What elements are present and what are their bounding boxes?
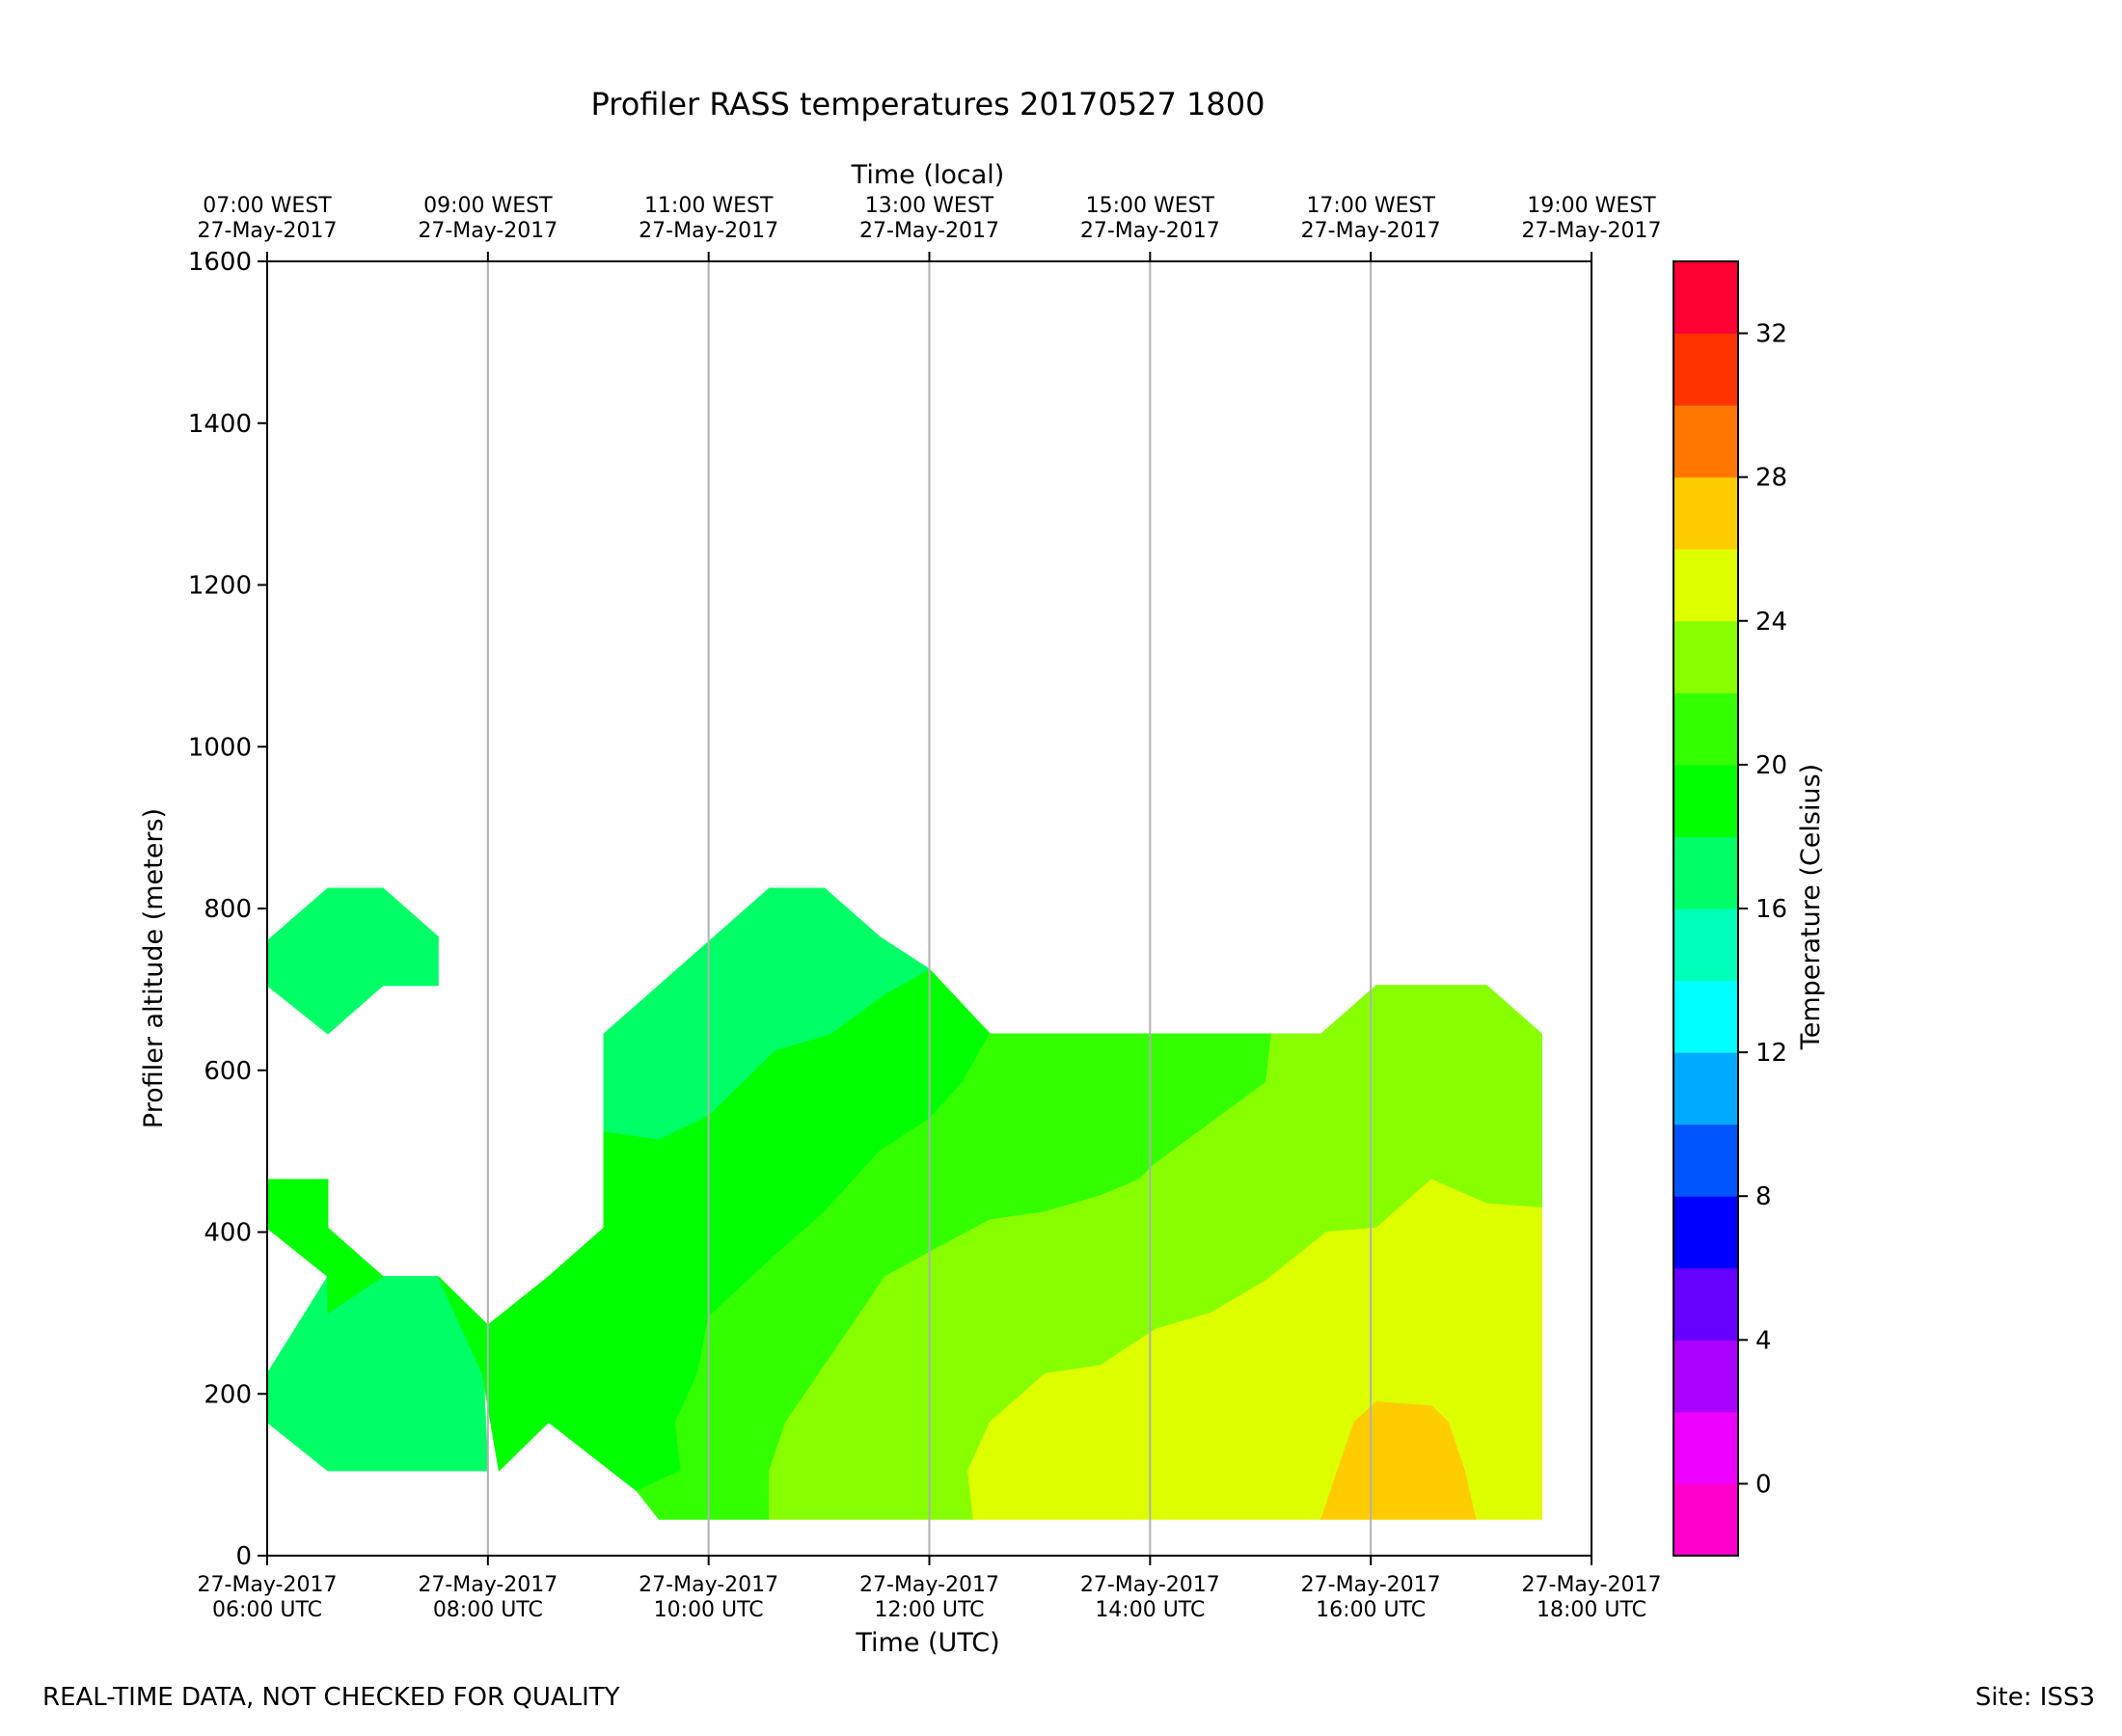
chart-title: Profiler RASS temperatures 20170527 1800 — [591, 86, 1265, 122]
colorbar-band — [1673, 764, 1738, 837]
contour-region — [603, 887, 931, 1140]
top-x-tick-label: 07:00 WEST — [203, 194, 332, 218]
y-tick-label: 1600 — [188, 248, 252, 277]
contour-region — [1320, 1401, 1477, 1520]
top-x-tick-label: 13:00 WEST — [865, 194, 994, 218]
colorbar-band — [1673, 1340, 1738, 1413]
x-tick-label: 18:00 UTC — [1537, 1598, 1646, 1622]
colorbar-band — [1673, 620, 1738, 693]
top-x-tick-label: 27-May-2017 — [1301, 219, 1441, 243]
colorbar-tick-label: 24 — [1755, 608, 1787, 637]
top-x-tick-label: 27-May-2017 — [418, 219, 558, 243]
colorbar-band — [1673, 405, 1738, 478]
colorbar-tick-label: 4 — [1755, 1326, 1772, 1355]
colorbar-band — [1673, 1483, 1738, 1557]
x-axis-label: Time (UTC) — [855, 1628, 999, 1658]
contour-region — [266, 887, 439, 1035]
top-x-tick-label: 27-May-2017 — [1522, 219, 1662, 243]
top-x-tick-label: 27-May-2017 — [859, 219, 999, 243]
y-tick-label: 1000 — [188, 733, 252, 762]
colorbar-band — [1673, 333, 1738, 406]
x-tick-label: 27-May-2017 — [1080, 1573, 1220, 1597]
quality-notice: REAL-TIME DATA, NOT CHECKED FOR QUALITY — [42, 1683, 620, 1712]
top-axis-label: Time (local) — [851, 160, 1005, 190]
colorbar-band — [1673, 1196, 1738, 1269]
colorbar-tick-label: 20 — [1755, 751, 1787, 780]
x-tick-label: 16:00 UTC — [1316, 1598, 1426, 1622]
colorbar-tick-label: 32 — [1755, 320, 1787, 349]
colorbar-tick-label: 12 — [1755, 1039, 1787, 1068]
top-x-tick-label: 27-May-2017 — [1080, 219, 1220, 243]
colorbar-band — [1673, 836, 1738, 909]
colorbar-label: Temperature (Celsius) — [1796, 764, 1826, 1050]
x-tick-label: 27-May-2017 — [859, 1573, 999, 1597]
top-x-tick-label: 17:00 WEST — [1306, 194, 1435, 218]
colorbar-band — [1673, 476, 1738, 550]
colorbar-band — [1673, 261, 1738, 335]
top-x-tick-label: 09:00 WEST — [423, 194, 553, 218]
top-x-tick-label: 15:00 WEST — [1086, 194, 1215, 218]
top-x-tick-label: 27-May-2017 — [198, 219, 338, 243]
colorbar-band — [1673, 549, 1738, 622]
y-axis-label: Profiler altitude (meters) — [139, 808, 169, 1128]
colorbar-tick-label: 16 — [1755, 895, 1787, 924]
colorbar: 0 4 8 12 16 20 24 28 32 — [1673, 260, 1787, 1557]
x-tick-label: 14:00 UTC — [1095, 1598, 1205, 1622]
x-tick-label: 27-May-2017 — [1522, 1573, 1662, 1597]
colorbar-band — [1673, 692, 1738, 766]
colorbar-band — [1673, 980, 1738, 1053]
colorbar-tick-label: 8 — [1755, 1182, 1772, 1211]
x-tick-label: 27-May-2017 — [418, 1573, 558, 1597]
y-tick-label: 800 — [204, 895, 252, 924]
y-tick-label: 0 — [235, 1542, 252, 1571]
contour-region — [266, 1179, 384, 1315]
colorbar-band — [1673, 1124, 1738, 1197]
colorbar-band — [1673, 1052, 1738, 1126]
top-x-tick-label: 11:00 WEST — [644, 194, 774, 218]
site-label: Site: ISS3 — [1974, 1683, 2095, 1712]
x-tick-label: 27-May-2017 — [639, 1573, 778, 1597]
top-x-tick-label: 27-May-2017 — [639, 219, 778, 243]
y-tick-label: 1400 — [188, 410, 252, 439]
x-tick-label: 10:00 UTC — [654, 1598, 764, 1622]
x-tick-label: 12:00 UTC — [874, 1598, 984, 1622]
colorbar-band — [1673, 909, 1738, 982]
colorbar-band — [1673, 1411, 1738, 1484]
x-tick-label: 08:00 UTC — [433, 1598, 543, 1622]
x-tick-label: 27-May-2017 — [198, 1573, 338, 1597]
colorbar-tick-label: 0 — [1755, 1470, 1772, 1499]
x-tick-label: 06:00 UTC — [212, 1598, 322, 1622]
y-tick-label: 1200 — [188, 572, 252, 601]
x-tick-label: 27-May-2017 — [1301, 1573, 1441, 1597]
colorbar-band — [1673, 1267, 1738, 1341]
colorbar-tick-label: 28 — [1755, 464, 1787, 493]
y-tick-label: 200 — [204, 1380, 252, 1409]
y-tick-label: 600 — [204, 1057, 252, 1086]
y-tick-label: 400 — [204, 1219, 252, 1248]
top-x-tick-label: 19:00 WEST — [1527, 194, 1656, 218]
